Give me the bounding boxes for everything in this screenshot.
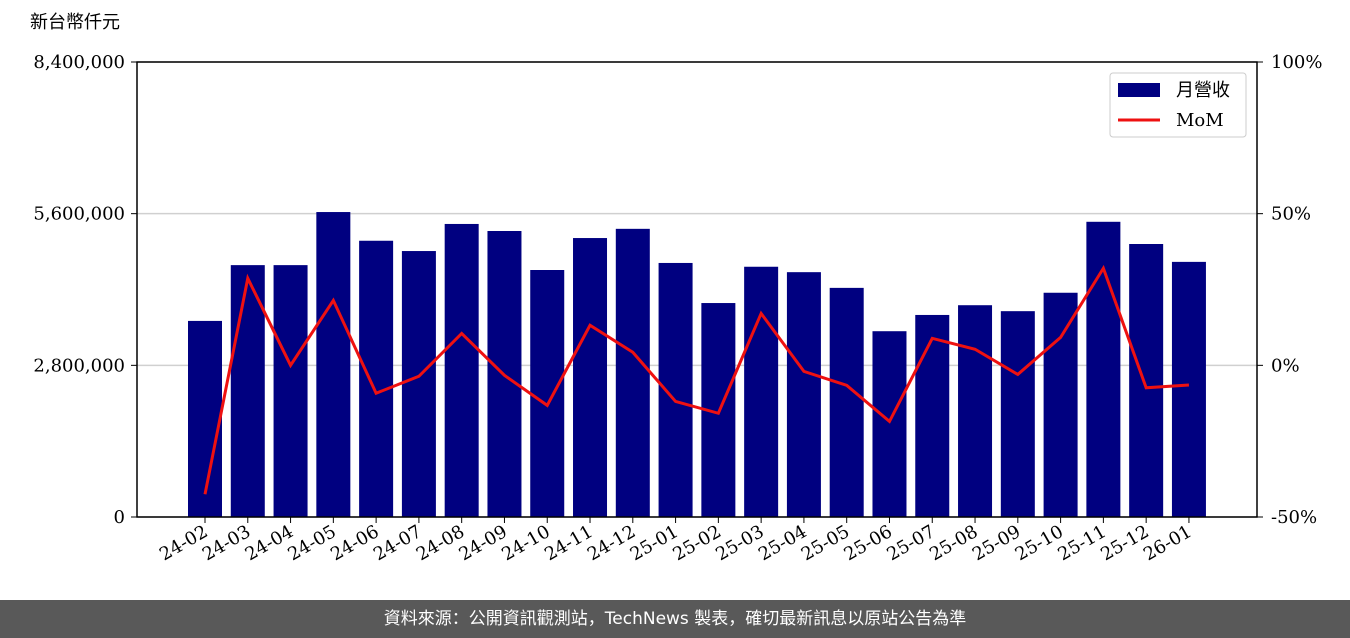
x-tick-label: 24-06: [327, 521, 382, 565]
x-tick-label: 24-08: [413, 521, 468, 565]
bar: [573, 238, 608, 517]
bar: [1171, 261, 1206, 517]
bar: [316, 212, 351, 517]
y-tick-label: 2,800,000: [33, 355, 125, 376]
bar: [915, 314, 950, 517]
x-tick-label: 25-01: [627, 521, 682, 565]
bar: [401, 251, 436, 517]
x-tick-label: 24-02: [156, 521, 211, 565]
x-tick-label: 25-11: [1054, 521, 1109, 565]
x-tick-label: 24-07: [370, 521, 425, 565]
bar: [530, 270, 565, 517]
y-tick-label: 0: [114, 507, 125, 528]
x-tick-label: 24-05: [284, 521, 339, 565]
x-tick-label: 25-07: [883, 521, 938, 565]
y-tick-label: 5,600,000: [33, 204, 125, 225]
bar: [786, 272, 821, 517]
x-tick-label: 25-05: [798, 521, 853, 565]
legend-swatch: [1118, 83, 1160, 97]
x-tick-label: 25-10: [1012, 521, 1067, 565]
chart: 新台幣仟元 0 2,800,000 5,600,000 8,400,000 -50% 0%…: [30, 12, 1322, 565]
x-tick-label: 25-03: [712, 521, 767, 565]
bar: [958, 305, 993, 517]
bar: [273, 265, 308, 517]
x-tick-label: 25-06: [841, 521, 896, 565]
bar: [615, 228, 650, 518]
y2-tick-label: 0%: [1271, 355, 1300, 376]
bar: [744, 266, 779, 517]
legend-label: MoM: [1176, 110, 1224, 131]
bar: [359, 240, 394, 517]
bar: [188, 320, 222, 517]
x-tick-label: 24-04: [242, 521, 297, 565]
bar: [829, 287, 864, 517]
bar: [1000, 311, 1035, 517]
line: [203, 264, 1190, 495]
x-tick-label: 24-09: [456, 521, 511, 565]
bar: [1129, 244, 1164, 517]
plot-frame: [136, 61, 1258, 518]
bar: [872, 331, 907, 517]
legend-label: 月營收: [1176, 80, 1230, 101]
y2-tick-label: -50%: [1271, 507, 1317, 528]
bar: [230, 265, 265, 517]
x-tick-label: 24-11: [541, 521, 596, 565]
y-tick-label: 8,400,000: [33, 52, 125, 73]
x-tick-label: 24-12: [584, 521, 639, 565]
bar: [444, 223, 479, 518]
x-tick-label: 25-02: [669, 521, 724, 565]
x-tick-label: 24-03: [199, 521, 254, 565]
bar: [1043, 292, 1078, 517]
x-tick-label: 25-12: [1097, 521, 1152, 565]
y-axis-label: 新台幣仟元: [30, 12, 120, 33]
x-tick-label: 24-10: [498, 521, 553, 565]
x-tick-label: 25-09: [969, 521, 1024, 565]
x-tick-label: 25-04: [755, 521, 810, 565]
y2-tick-label: 50%: [1271, 204, 1311, 225]
x-tick-label: 26-01: [1140, 521, 1195, 565]
footer: 資料來源：公開資訊觀測站，TechNews 製表，確切最新訊息以原站公告為準: [0, 600, 1350, 638]
x-tick-label: 25-08: [926, 521, 981, 565]
y2-tick-label: 100%: [1271, 52, 1322, 73]
